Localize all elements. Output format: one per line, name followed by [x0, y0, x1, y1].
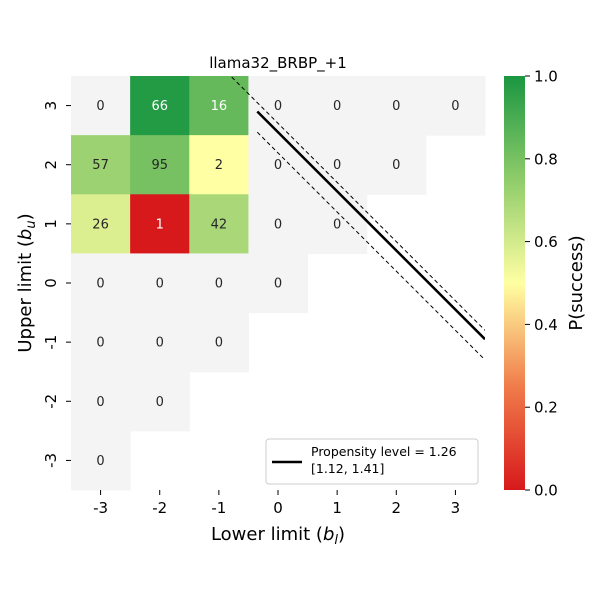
propensity-lines — [229, 76, 485, 361]
propensity-line — [256, 110, 485, 341]
x-tick-label: 1 — [332, 499, 342, 517]
y-tick-label: -2 — [42, 394, 60, 409]
heatmap-cell — [248, 76, 309, 136]
heatmap-cell — [189, 194, 249, 254]
colorbar — [504, 76, 525, 490]
cell-label: 0 — [156, 336, 164, 351]
heatmap-cell — [71, 76, 131, 136]
colorbar-tick-label: 0.6 — [534, 233, 558, 251]
legend: Propensity level = 1.26 [1.12, 1.41] — [265, 438, 479, 485]
heatmap-cells: 0 66 16 0 0 0 0 57 95 2 0 0 0 26 1 42 0 0 0 0 0 0 0 0 0 0 0 0 — [71, 76, 486, 491]
cell-label: 0 — [96, 395, 104, 410]
heatmap-cell — [189, 76, 249, 136]
x-axis-label: Lower limit (bl) — [211, 524, 345, 548]
colorbar-tick-label: 0.0 — [534, 482, 558, 500]
heatmap-cell — [307, 135, 368, 195]
heatmap-cell — [71, 371, 131, 432]
y-tick-label: 2 — [42, 160, 60, 170]
cell-label: 57 — [92, 158, 109, 173]
cell-label: 0 — [156, 277, 164, 292]
heatmap-cell — [248, 253, 309, 314]
cell-label: 66 — [151, 99, 168, 114]
cell-label: 0 — [96, 277, 104, 292]
cell-label: 0 — [392, 158, 400, 173]
legend-label: Propensity level = 1.26 — [311, 444, 457, 459]
cell-label: 0 — [96, 99, 104, 114]
cell-label: 1 — [156, 217, 164, 232]
heatmap-cell — [425, 76, 486, 136]
heatmap-cell — [307, 76, 368, 136]
y-tick-label: 0 — [42, 278, 60, 288]
heatmap-cell — [307, 194, 368, 254]
heatmap-cell — [130, 76, 190, 136]
ci-lower-line — [256, 131, 485, 361]
cell-label: 0 — [333, 158, 341, 173]
cell-label: 2 — [215, 158, 223, 173]
x-tick-label: 3 — [451, 499, 461, 517]
heatmap-cell — [130, 253, 190, 314]
cell-label: 42 — [211, 217, 228, 232]
cell-label: 0 — [215, 336, 223, 351]
y-tick-label: 1 — [42, 219, 60, 229]
cell-label: 26 — [92, 217, 109, 232]
chart-title: llama32_BRBP_+1 — [209, 54, 347, 73]
heatmap-cell — [71, 312, 131, 373]
x-tick-label: -3 — [93, 499, 108, 517]
heatmap-cell — [71, 430, 131, 491]
colorbar-label: P(success) — [566, 235, 587, 330]
heatmap-cell — [130, 135, 190, 195]
cell-label: 0 — [96, 336, 104, 351]
x-axis-ticks: -3 -2 -1 0 1 2 3 — [93, 490, 460, 517]
colorbar-tick-label: 0.2 — [534, 399, 558, 417]
y-tick-label: 3 — [42, 101, 60, 111]
x-tick-label: 2 — [392, 499, 402, 517]
heatmap-cell — [130, 312, 190, 373]
heatmap-cell — [130, 371, 190, 432]
colorbar-ticks: 0.0 0.2 0.4 0.6 0.8 1.0 — [525, 68, 558, 500]
cell-label: 0 — [392, 99, 400, 114]
heatmap-cell — [248, 135, 309, 195]
heatmap-cell — [189, 253, 249, 314]
cell-label: 0 — [215, 277, 223, 292]
cell-label: 16 — [211, 99, 228, 114]
cell-label: 0 — [451, 99, 459, 114]
cell-label: 0 — [274, 99, 282, 114]
y-axis-ticks: 3 2 1 0 -1 -2 -3 — [42, 101, 71, 468]
legend-ci: [1.12, 1.41] — [311, 461, 384, 476]
x-tick-label: -2 — [152, 499, 167, 517]
y-tick-label: -3 — [42, 453, 60, 468]
y-axis-label: Upper limit (bu) — [15, 213, 39, 352]
heatmap-cell — [366, 135, 427, 195]
colorbar-tick-label: 0.4 — [534, 316, 558, 334]
legend-box — [265, 438, 479, 485]
x-tick-label: 0 — [273, 499, 283, 517]
heatmap-cell — [71, 135, 131, 195]
cell-label: 0 — [333, 99, 341, 114]
cell-label: 0 — [96, 454, 104, 469]
heatmap-cell — [189, 135, 249, 195]
heatmap-cell — [248, 194, 309, 254]
cell-label: 95 — [151, 158, 168, 173]
colorbar-tick-label: 0.8 — [534, 150, 558, 168]
ci-upper-line — [229, 76, 485, 331]
heatmap-cell — [71, 253, 131, 314]
heatmap-cell — [130, 194, 190, 254]
heatmap-cell — [366, 76, 427, 136]
cell-label: 0 — [156, 395, 164, 410]
cell-label: 0 — [274, 217, 282, 232]
cell-label: 0 — [274, 158, 282, 173]
x-tick-label: -1 — [211, 499, 226, 517]
cell-label: 0 — [333, 217, 341, 232]
y-tick-label: -1 — [42, 335, 60, 350]
heatmap-cell — [71, 194, 131, 254]
colorbar-tick-label: 1.0 — [534, 68, 558, 86]
cell-label: 0 — [274, 277, 282, 292]
heatmap-cell — [189, 312, 249, 373]
